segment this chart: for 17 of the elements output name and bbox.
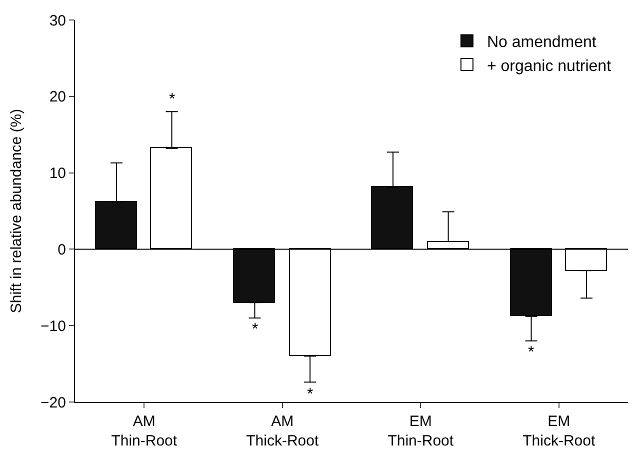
data-label: * (528, 344, 534, 361)
data-label: * (307, 386, 314, 403)
legend-label: No amendment (486, 34, 597, 51)
x-tick-label: AM Thin-Root (111, 413, 178, 450)
x-tick-label: EM Thick-Root (522, 413, 596, 450)
y-tick-label: 0 (58, 241, 66, 258)
data-label: * (252, 321, 258, 338)
y-tick-label: −20 (40, 394, 66, 412)
x-tick-label: EM Thin-Root (388, 413, 454, 450)
y-tick-label: 30 (49, 12, 66, 30)
y-tick-label: −10 (40, 318, 66, 335)
legend-label: + organic nutrient (486, 58, 612, 75)
y-axis-title: Shift in relative abundance (%) (8, 108, 25, 314)
x-tick-label: AM Thick-Root (246, 413, 320, 450)
y-tick-label: 20 (49, 88, 66, 106)
data-label: * (169, 91, 176, 108)
y-tick-label: 10 (49, 165, 66, 182)
